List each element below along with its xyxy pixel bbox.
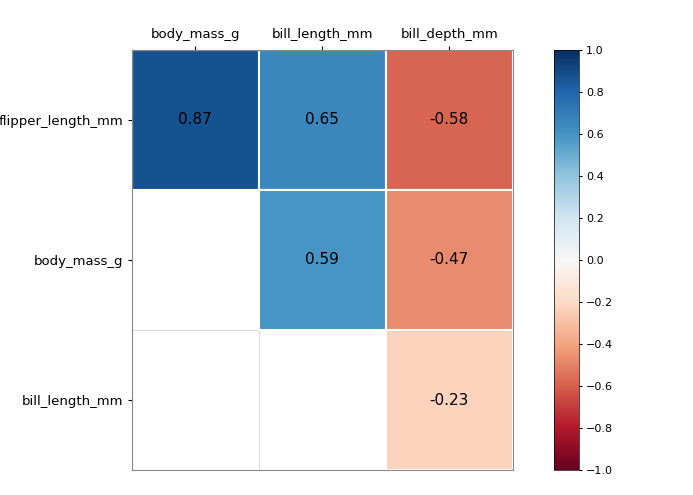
Text: -0.47: -0.47 <box>430 252 469 267</box>
Text: 0.65: 0.65 <box>306 112 339 127</box>
Bar <box>132 330 258 470</box>
Text: 0.87: 0.87 <box>178 112 212 127</box>
Bar <box>258 330 386 470</box>
Text: -0.23: -0.23 <box>430 393 469 407</box>
Bar <box>386 330 513 470</box>
Bar <box>132 190 258 330</box>
Bar <box>258 50 386 190</box>
Text: -0.58: -0.58 <box>430 112 469 127</box>
Bar <box>386 330 513 470</box>
Bar <box>386 190 513 330</box>
Bar <box>258 190 386 330</box>
Bar <box>386 50 513 190</box>
Bar <box>386 50 513 190</box>
Bar <box>132 50 258 190</box>
Bar <box>386 190 513 330</box>
Text: 0.59: 0.59 <box>306 252 339 267</box>
Bar <box>132 50 258 190</box>
Bar <box>258 50 386 190</box>
Bar <box>258 190 386 330</box>
